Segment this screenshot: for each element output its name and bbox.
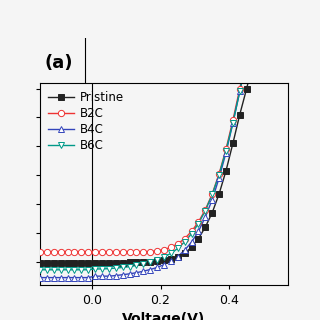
Text: (a): (a): [45, 54, 74, 72]
Legend: Pristine, B2C, B4C, B6C: Pristine, B2C, B4C, B6C: [46, 89, 127, 154]
X-axis label: Voltage(V): Voltage(V): [122, 312, 206, 320]
